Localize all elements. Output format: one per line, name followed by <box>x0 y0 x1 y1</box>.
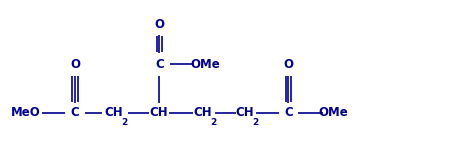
Text: O: O <box>283 58 294 71</box>
Text: 2: 2 <box>121 118 127 127</box>
Text: O: O <box>154 18 165 31</box>
Text: CH: CH <box>149 106 168 119</box>
Text: MeO: MeO <box>11 106 41 119</box>
Text: 2: 2 <box>252 118 258 127</box>
Text: 2: 2 <box>210 118 216 127</box>
Text: C: C <box>155 58 164 71</box>
Text: CH: CH <box>235 106 254 119</box>
Text: C: C <box>284 106 293 119</box>
Text: C: C <box>71 106 79 119</box>
Text: CH: CH <box>193 106 212 119</box>
Text: CH: CH <box>104 106 123 119</box>
Text: OMe: OMe <box>190 58 220 71</box>
Text: OMe: OMe <box>318 106 348 119</box>
Text: O: O <box>70 58 80 71</box>
